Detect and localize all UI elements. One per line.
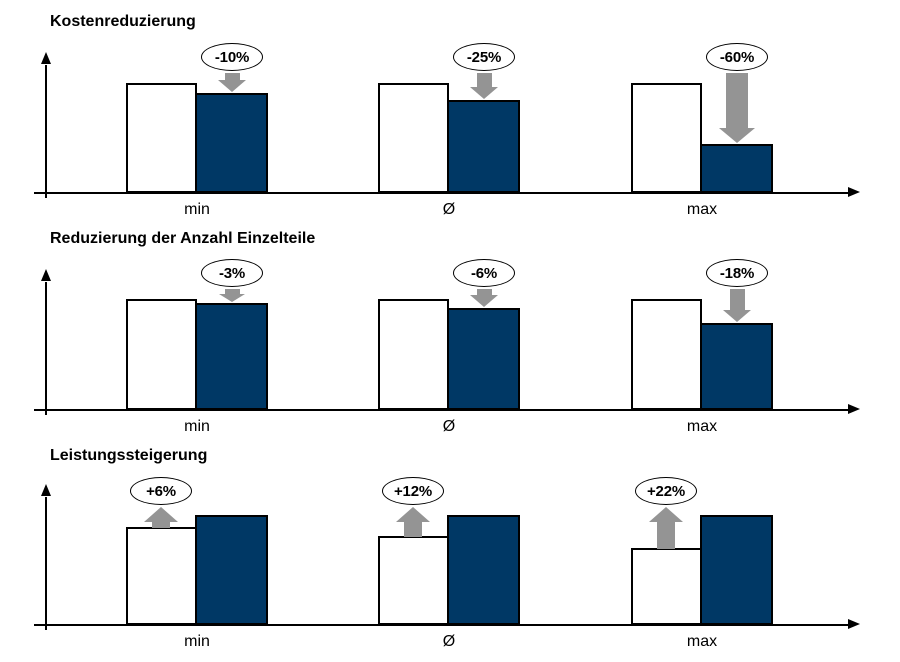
reference-bar xyxy=(631,83,702,193)
result-bar xyxy=(447,308,520,410)
effect-label: -60% xyxy=(719,48,755,66)
arrow-head xyxy=(649,507,683,522)
effect-badge: +12% xyxy=(382,477,444,505)
arrow-head xyxy=(719,128,755,143)
effect-badge: -10% xyxy=(201,43,263,71)
effect-label: -25% xyxy=(466,48,502,66)
effect-badge: -6% xyxy=(453,259,515,287)
x-axis-arrow-icon xyxy=(848,404,860,414)
arrow-head xyxy=(218,80,246,92)
reference-bar xyxy=(378,83,449,193)
category-label: min xyxy=(184,633,210,650)
y-axis xyxy=(45,497,47,630)
arrow-head xyxy=(144,507,178,522)
reference-bar xyxy=(631,548,702,625)
reference-bar xyxy=(378,299,449,410)
result-bar xyxy=(700,515,773,625)
y-axis-arrow-icon xyxy=(41,52,51,64)
category-label: max xyxy=(686,633,718,650)
effect-badge: +22% xyxy=(635,477,697,505)
x-axis xyxy=(34,409,848,411)
arrow-head xyxy=(396,507,430,522)
effect-badge: -18% xyxy=(706,259,768,287)
arrow-stem xyxy=(224,73,240,80)
arrow-stem xyxy=(476,289,492,295)
arrow-stem xyxy=(657,522,675,549)
arrow-head xyxy=(470,87,498,99)
result-bar xyxy=(195,93,268,193)
chart-title: Reduzierung der Anzahl Einzelteile xyxy=(50,230,316,247)
x-axis-arrow-icon xyxy=(848,187,860,197)
effect-badge: +6% xyxy=(130,477,192,505)
reference-bar xyxy=(126,299,197,410)
category-label: Ø xyxy=(442,418,456,435)
chart-title: Kostenreduzierung xyxy=(50,13,196,30)
effect-badge: -60% xyxy=(706,43,768,71)
result-bar xyxy=(447,515,520,625)
y-axis-arrow-icon xyxy=(41,484,51,496)
effect-badge: -25% xyxy=(453,43,515,71)
arrow-stem xyxy=(404,522,422,537)
category-label: Ø xyxy=(442,201,456,218)
category-label: min xyxy=(184,418,210,435)
result-bar xyxy=(447,100,520,193)
result-bar xyxy=(195,303,268,410)
effect-label: -18% xyxy=(719,264,755,282)
reference-bar xyxy=(126,527,197,625)
x-axis xyxy=(34,624,848,626)
reference-bar xyxy=(378,536,449,625)
arrow-stem xyxy=(152,522,170,528)
category-label: max xyxy=(686,201,718,218)
result-bar xyxy=(700,323,773,410)
chart-title: Leistungssteigerung xyxy=(50,447,208,464)
category-label: min xyxy=(184,201,210,218)
effect-label: -3% xyxy=(218,264,246,282)
result-bar xyxy=(195,515,268,625)
y-axis xyxy=(45,65,47,198)
effect-label: +22% xyxy=(647,482,685,500)
category-label: Ø xyxy=(442,633,456,650)
reference-bar xyxy=(126,83,197,193)
arrow-head xyxy=(219,294,245,302)
arrow-stem xyxy=(476,73,492,87)
reference-bar xyxy=(631,299,702,410)
y-axis xyxy=(45,282,47,415)
category-label: max xyxy=(686,418,718,435)
x-axis xyxy=(34,192,848,194)
effect-label: -10% xyxy=(214,48,250,66)
effect-label: +12% xyxy=(394,482,432,500)
arrow-head xyxy=(470,295,498,307)
effect-badge: -3% xyxy=(201,259,263,287)
y-axis-arrow-icon xyxy=(41,269,51,281)
arrow-stem xyxy=(729,289,745,310)
arrow-stem xyxy=(224,289,240,294)
result-bar xyxy=(700,144,773,193)
arrow-stem xyxy=(726,73,748,128)
x-axis-arrow-icon xyxy=(848,619,860,629)
arrow-head xyxy=(723,310,751,322)
effect-label: +6% xyxy=(146,482,176,500)
effect-label: -6% xyxy=(470,264,498,282)
